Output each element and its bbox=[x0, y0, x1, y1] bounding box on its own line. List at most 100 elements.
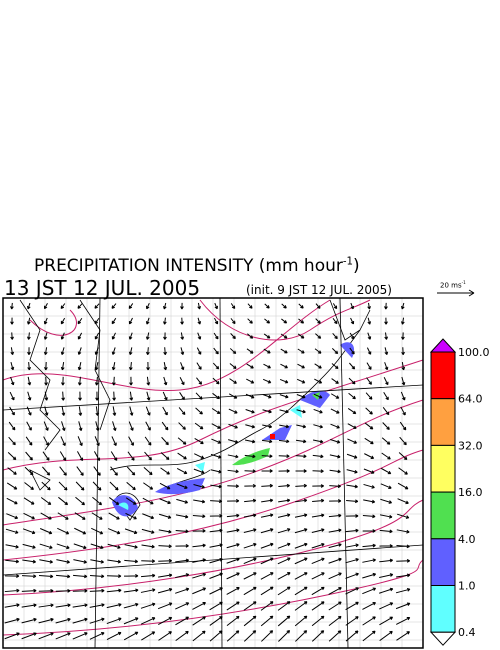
wind-arrow bbox=[74, 527, 87, 535]
wind-arrow bbox=[23, 497, 35, 505]
wind-arrow bbox=[123, 617, 139, 625]
wind-arrow bbox=[243, 513, 257, 518]
wind-arrow bbox=[10, 376, 15, 386]
wind-arrow bbox=[396, 573, 411, 578]
wind-arrow bbox=[42, 451, 50, 461]
colorbar-label: 64.0 bbox=[458, 393, 483, 406]
wind-arrow bbox=[311, 542, 325, 549]
wind-arrow bbox=[76, 466, 84, 476]
wind-arrow bbox=[146, 362, 150, 371]
wind-arrow bbox=[145, 317, 150, 325]
wind-arrow bbox=[42, 466, 51, 476]
wind-arrow bbox=[398, 467, 408, 475]
wind-arrow bbox=[362, 616, 376, 626]
wind-arrow bbox=[261, 439, 273, 444]
wind-arrow bbox=[209, 616, 223, 626]
wind-arrow bbox=[263, 348, 271, 354]
wind-arrow bbox=[330, 439, 341, 444]
wind-arrow bbox=[396, 631, 410, 641]
wind-arrow bbox=[60, 347, 65, 355]
wind-arrow bbox=[110, 466, 118, 476]
wind-arrow bbox=[146, 391, 151, 401]
wind-arrow bbox=[107, 543, 121, 549]
wind-arrow bbox=[159, 482, 171, 490]
wind-arrow bbox=[209, 601, 223, 611]
wind-arrow bbox=[328, 543, 342, 549]
wind-arrow bbox=[401, 347, 405, 356]
wind-arrow bbox=[140, 602, 156, 609]
wind-arrow bbox=[329, 484, 341, 489]
wind-arrow bbox=[209, 587, 223, 595]
wind-arrow bbox=[328, 513, 342, 518]
wind-arrow bbox=[401, 332, 405, 340]
wind-arrow bbox=[180, 332, 185, 340]
wind-arrow bbox=[144, 451, 152, 461]
wind-arrow bbox=[381, 452, 391, 460]
wind-arrow bbox=[380, 483, 392, 490]
wind-arrow bbox=[277, 615, 291, 627]
wind-arrow bbox=[141, 544, 155, 549]
wind-arrow bbox=[61, 421, 66, 431]
wind-arrow bbox=[345, 528, 359, 533]
wind-arrow bbox=[364, 437, 374, 445]
wind-arrow bbox=[295, 498, 308, 503]
wind-arrow bbox=[244, 484, 256, 488]
wind-arrow bbox=[24, 466, 34, 476]
wind-arrow bbox=[195, 407, 203, 415]
wind-arrow bbox=[112, 421, 117, 431]
wind-arrow bbox=[311, 557, 325, 565]
wind-arrow bbox=[328, 587, 342, 595]
wind-arrow bbox=[243, 528, 257, 534]
wind-arrow bbox=[175, 514, 189, 519]
wind-arrow bbox=[263, 363, 271, 369]
wind-arrow bbox=[77, 376, 82, 386]
wind-arrow bbox=[112, 376, 116, 386]
wind-arrow bbox=[245, 393, 255, 399]
wind-arrow bbox=[379, 558, 394, 563]
wind-arrow bbox=[73, 559, 87, 564]
wind-arrow bbox=[192, 616, 206, 626]
wind-arrow bbox=[38, 603, 54, 608]
wind-arrow bbox=[262, 409, 272, 414]
wind-arrow bbox=[347, 423, 357, 429]
wind-arrow bbox=[348, 377, 356, 385]
wind-arrow bbox=[75, 481, 85, 491]
wind-arrow bbox=[296, 424, 307, 429]
wind-arrow bbox=[244, 439, 256, 444]
wind-arrow bbox=[124, 559, 139, 564]
init-time: (init. 9 JST 12 JUL. 2005) bbox=[246, 283, 392, 297]
wind-arrow bbox=[77, 303, 83, 309]
wind-arrow bbox=[315, 333, 322, 339]
wind-arrow bbox=[246, 378, 255, 384]
wind-arrow bbox=[277, 557, 291, 565]
wind-arrow bbox=[399, 436, 407, 446]
wind-arrow bbox=[40, 512, 52, 520]
wind-arrow bbox=[246, 333, 254, 339]
wind-arrow bbox=[226, 601, 240, 611]
wind-arrow bbox=[144, 436, 152, 446]
wind-arrow bbox=[212, 362, 220, 370]
wind-arrow bbox=[278, 454, 290, 459]
colorbar-label: 0.4 bbox=[458, 626, 476, 639]
wind-arrow bbox=[278, 630, 291, 642]
wind-arrow bbox=[192, 587, 207, 595]
wind-arrow bbox=[78, 406, 83, 416]
wind-arrow bbox=[379, 602, 394, 610]
wind-arrow bbox=[175, 587, 190, 594]
wind-arrow bbox=[194, 437, 204, 445]
wind-arrow bbox=[294, 601, 308, 611]
wind-arrow bbox=[363, 468, 375, 474]
wind-arrow bbox=[246, 363, 254, 369]
wind-arrow bbox=[278, 469, 290, 473]
wind-arrow bbox=[106, 617, 122, 625]
wind-arrow bbox=[214, 302, 219, 310]
colorbar-bin bbox=[430, 398, 456, 446]
wind-arrow bbox=[209, 572, 223, 579]
wind-arrow bbox=[209, 528, 223, 533]
wind-arrow bbox=[261, 630, 274, 642]
wind-arrow bbox=[279, 378, 289, 384]
wind-arrow bbox=[111, 332, 116, 340]
wind-arrow bbox=[365, 407, 373, 415]
wind-arrow bbox=[77, 436, 83, 447]
